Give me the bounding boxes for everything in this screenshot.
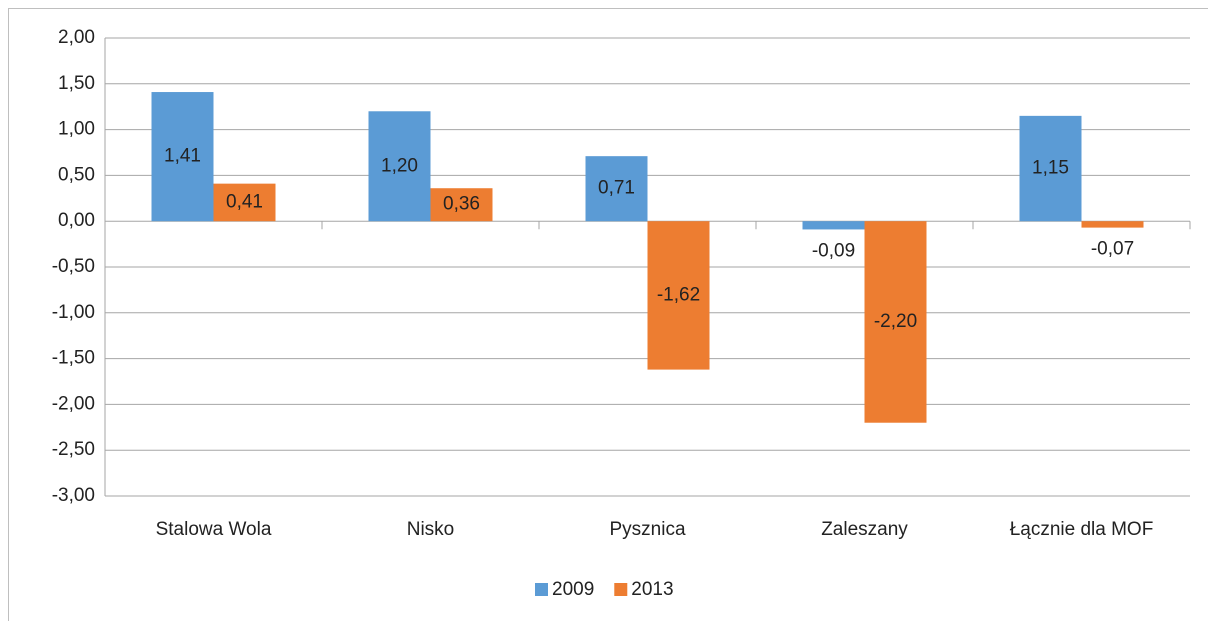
bar [151, 92, 214, 222]
legend-swatch [614, 583, 628, 596]
legend-swatch [535, 583, 548, 596]
chart-frame [8, 8, 1208, 621]
bar [1081, 221, 1144, 228]
x-tick-label: Pysznica [609, 519, 685, 540]
bar [213, 183, 276, 222]
data-label: 0,41 [226, 191, 263, 212]
legend-label: 2013 [631, 579, 673, 600]
data-label: -0,09 [812, 240, 855, 261]
x-tick-label: Łącznie dla MOF [1010, 519, 1154, 540]
data-label: -0,07 [1091, 239, 1134, 260]
bar [430, 188, 493, 222]
y-tick-label: 0,50 [58, 164, 95, 185]
y-tick-label: -3,00 [52, 485, 95, 506]
bar [802, 221, 865, 230]
y-tick-label: 2,00 [58, 27, 95, 48]
legend-label: 2009 [552, 579, 594, 600]
data-label: 0,36 [443, 194, 480, 215]
x-tick-label: Zaleszany [821, 519, 908, 540]
x-tick-label: Nisko [407, 519, 455, 540]
bar [368, 111, 431, 222]
y-tick-label: -2,00 [52, 393, 95, 414]
bar [1019, 115, 1082, 222]
y-tick-label: -0,50 [52, 256, 95, 277]
y-tick-label: 0,00 [58, 210, 95, 231]
bar [647, 221, 710, 370]
data-label: -2,20 [874, 311, 917, 332]
y-tick-label: 1,50 [58, 73, 95, 94]
data-label: 1,20 [381, 155, 418, 176]
y-tick-label: -2,50 [52, 439, 95, 460]
y-tick-label: -1,50 [52, 348, 95, 369]
y-tick-label: 1,00 [58, 119, 95, 140]
data-label: 1,15 [1032, 158, 1069, 179]
y-tick-label: -1,00 [52, 302, 95, 323]
bar [864, 221, 927, 423]
data-label: 1,41 [164, 146, 201, 167]
data-label: 0,71 [598, 178, 635, 199]
x-tick-label: Stalowa Wola [156, 519, 272, 540]
bar [585, 156, 648, 222]
data-label: -1,62 [657, 284, 700, 305]
